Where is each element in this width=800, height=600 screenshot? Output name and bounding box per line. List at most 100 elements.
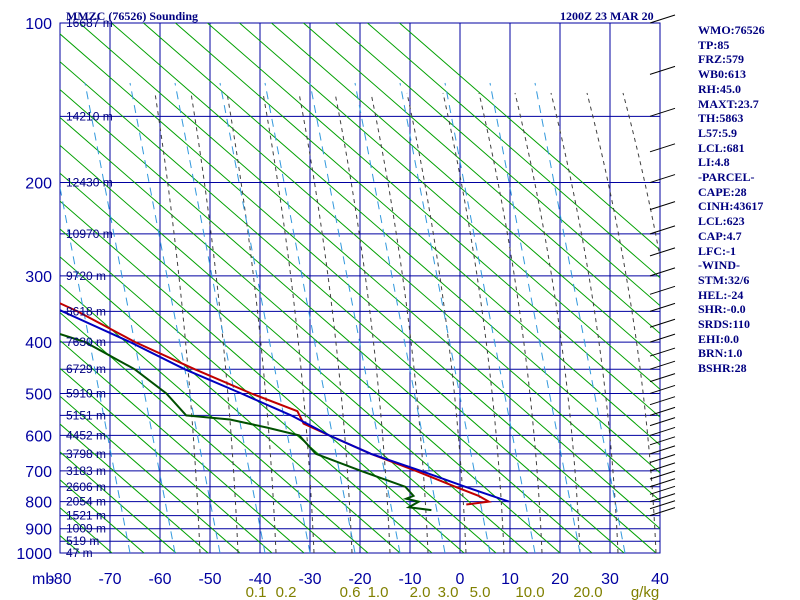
temperature-tick-label: -30	[298, 571, 321, 588]
dry-adiabat	[334, 23, 660, 307]
mixing-ratio-lines	[60, 82, 626, 553]
wind-barb	[649, 507, 676, 517]
sounding-index: MAXT:23.7	[698, 96, 759, 111]
height-label: 16687 m	[66, 16, 113, 30]
wind-barb	[649, 470, 676, 480]
moist-adiabat	[406, 92, 467, 553]
temperature-tick-label: 0	[456, 571, 465, 588]
dry-adiabat	[60, 339, 305, 553]
temperature-tick-label: -20	[348, 571, 371, 588]
mixing-ratio-line	[174, 82, 266, 553]
height-label: 47 m	[66, 546, 93, 560]
x-axis-unit-label: mb	[32, 571, 54, 588]
sounding-index: SHR:-0.0	[698, 302, 746, 317]
sounding-index: STM:32/6	[698, 272, 750, 287]
dry-adiabat	[302, 23, 660, 335]
sounding-index: -PARCEL-	[698, 170, 755, 185]
sounding-index: EHI:0.0	[698, 331, 740, 346]
sounding-profiles	[60, 302, 510, 512]
dry-adiabat	[366, 23, 660, 279]
pressure-tick-label: 1000	[16, 546, 52, 563]
dry-adiabat	[60, 395, 241, 553]
moist-adiabat	[370, 92, 429, 553]
sounding-index: CAP:4.7	[698, 228, 742, 243]
dry-adiabat	[60, 116, 561, 553]
moist-adiabat	[586, 92, 657, 553]
mixing-ratio-line	[219, 82, 311, 553]
temperature-tick-label: -80	[48, 571, 71, 588]
mixing-ratio-line	[60, 184, 131, 553]
height-label: 12430 m	[66, 176, 113, 190]
dry-adiabat	[174, 23, 660, 446]
mixing-ratio-line	[264, 82, 356, 553]
height-label: 9720 m	[66, 269, 106, 283]
mixing-ratio-line	[129, 82, 221, 553]
wind-barb	[649, 65, 676, 75]
height-label: 519 m	[66, 534, 99, 548]
sounding-index: SRDS:110	[698, 317, 751, 332]
pressure-tick-label: 400	[25, 335, 52, 352]
pressure-tick-label: 200	[25, 176, 52, 193]
dry-adiabat	[60, 33, 657, 553]
mixing-ratio-line	[354, 82, 446, 553]
wind-barb	[649, 462, 676, 472]
mixing-ratio-line	[399, 82, 491, 553]
sounding-index: LI:4.8	[698, 155, 730, 170]
dry-adiabat	[270, 23, 660, 363]
sounding-index: RH:45.0	[698, 81, 741, 96]
height-label: 6729 m	[66, 362, 106, 376]
mixing-ratio-label: 5.0	[470, 584, 491, 600]
moist-adiabat	[550, 92, 619, 553]
sounding-index: FRZ:579	[698, 52, 744, 67]
moist-adiabat	[442, 92, 505, 553]
sounding-index: WMO:76526	[698, 23, 765, 37]
mixing-ratio-label: 3.0	[438, 584, 459, 600]
wind-barb	[649, 143, 676, 153]
wind-barb	[649, 174, 676, 184]
sounding-index: LFC:-1	[698, 243, 736, 258]
sounding-index: CAPE:28	[698, 184, 747, 199]
sounding-index: TP:85	[698, 37, 730, 52]
wind-barb	[649, 436, 676, 446]
wind-barb	[649, 267, 676, 277]
chart-timestamp: 1200Z 23 MAR 20	[560, 9, 654, 23]
temperature-tick-label: -10	[398, 571, 421, 588]
sounding-index: BRN:1.0	[698, 346, 743, 361]
dry-adiabat	[60, 367, 273, 553]
pressure-tick-label: 500	[25, 386, 52, 403]
wind-barb	[649, 373, 676, 383]
temperature-profile	[60, 302, 492, 506]
mixing-ratio-line	[309, 82, 401, 553]
mixing-ratio-line	[489, 82, 581, 553]
dry-adiabat	[398, 23, 660, 251]
mixing-ratio-label: 0.1	[246, 584, 267, 600]
mixing-ratio-label: 2.0	[410, 584, 431, 600]
dry-adiabat	[142, 23, 660, 474]
wind-barb	[649, 14, 676, 24]
dry-adiabat	[110, 23, 660, 502]
dry-adiabat	[78, 23, 660, 530]
dry-adiabat	[60, 61, 625, 553]
wind-barb	[649, 302, 676, 312]
indices-panel: WMO:76526 TP:85 FRZ:579 WB0:613 RH:45.0 MAXT:…	[698, 23, 798, 376]
height-label: 3798 m	[66, 447, 106, 461]
temperature-tick-label: 40	[651, 571, 669, 588]
wind-barb	[649, 500, 676, 510]
dry-adiabat	[206, 23, 660, 418]
mixing-ratio-label: 0.6	[340, 584, 361, 600]
wind-barb	[649, 445, 676, 455]
wind-barb	[649, 333, 676, 343]
dry-adiabat	[60, 256, 401, 553]
wind-barb	[649, 478, 676, 488]
parcel-profile	[60, 309, 510, 503]
wind-barbs	[649, 14, 676, 517]
wind-barb	[649, 406, 676, 416]
mixing-ratio-label: 0.2	[276, 584, 297, 600]
pressure-tick-label: 800	[25, 495, 52, 512]
wind-barb	[649, 347, 676, 357]
wind-barb	[649, 396, 676, 406]
isobar-isotherm-grid	[59, 22, 661, 554]
wind-barb	[649, 247, 676, 257]
temperature-tick-label: 10	[501, 571, 519, 588]
